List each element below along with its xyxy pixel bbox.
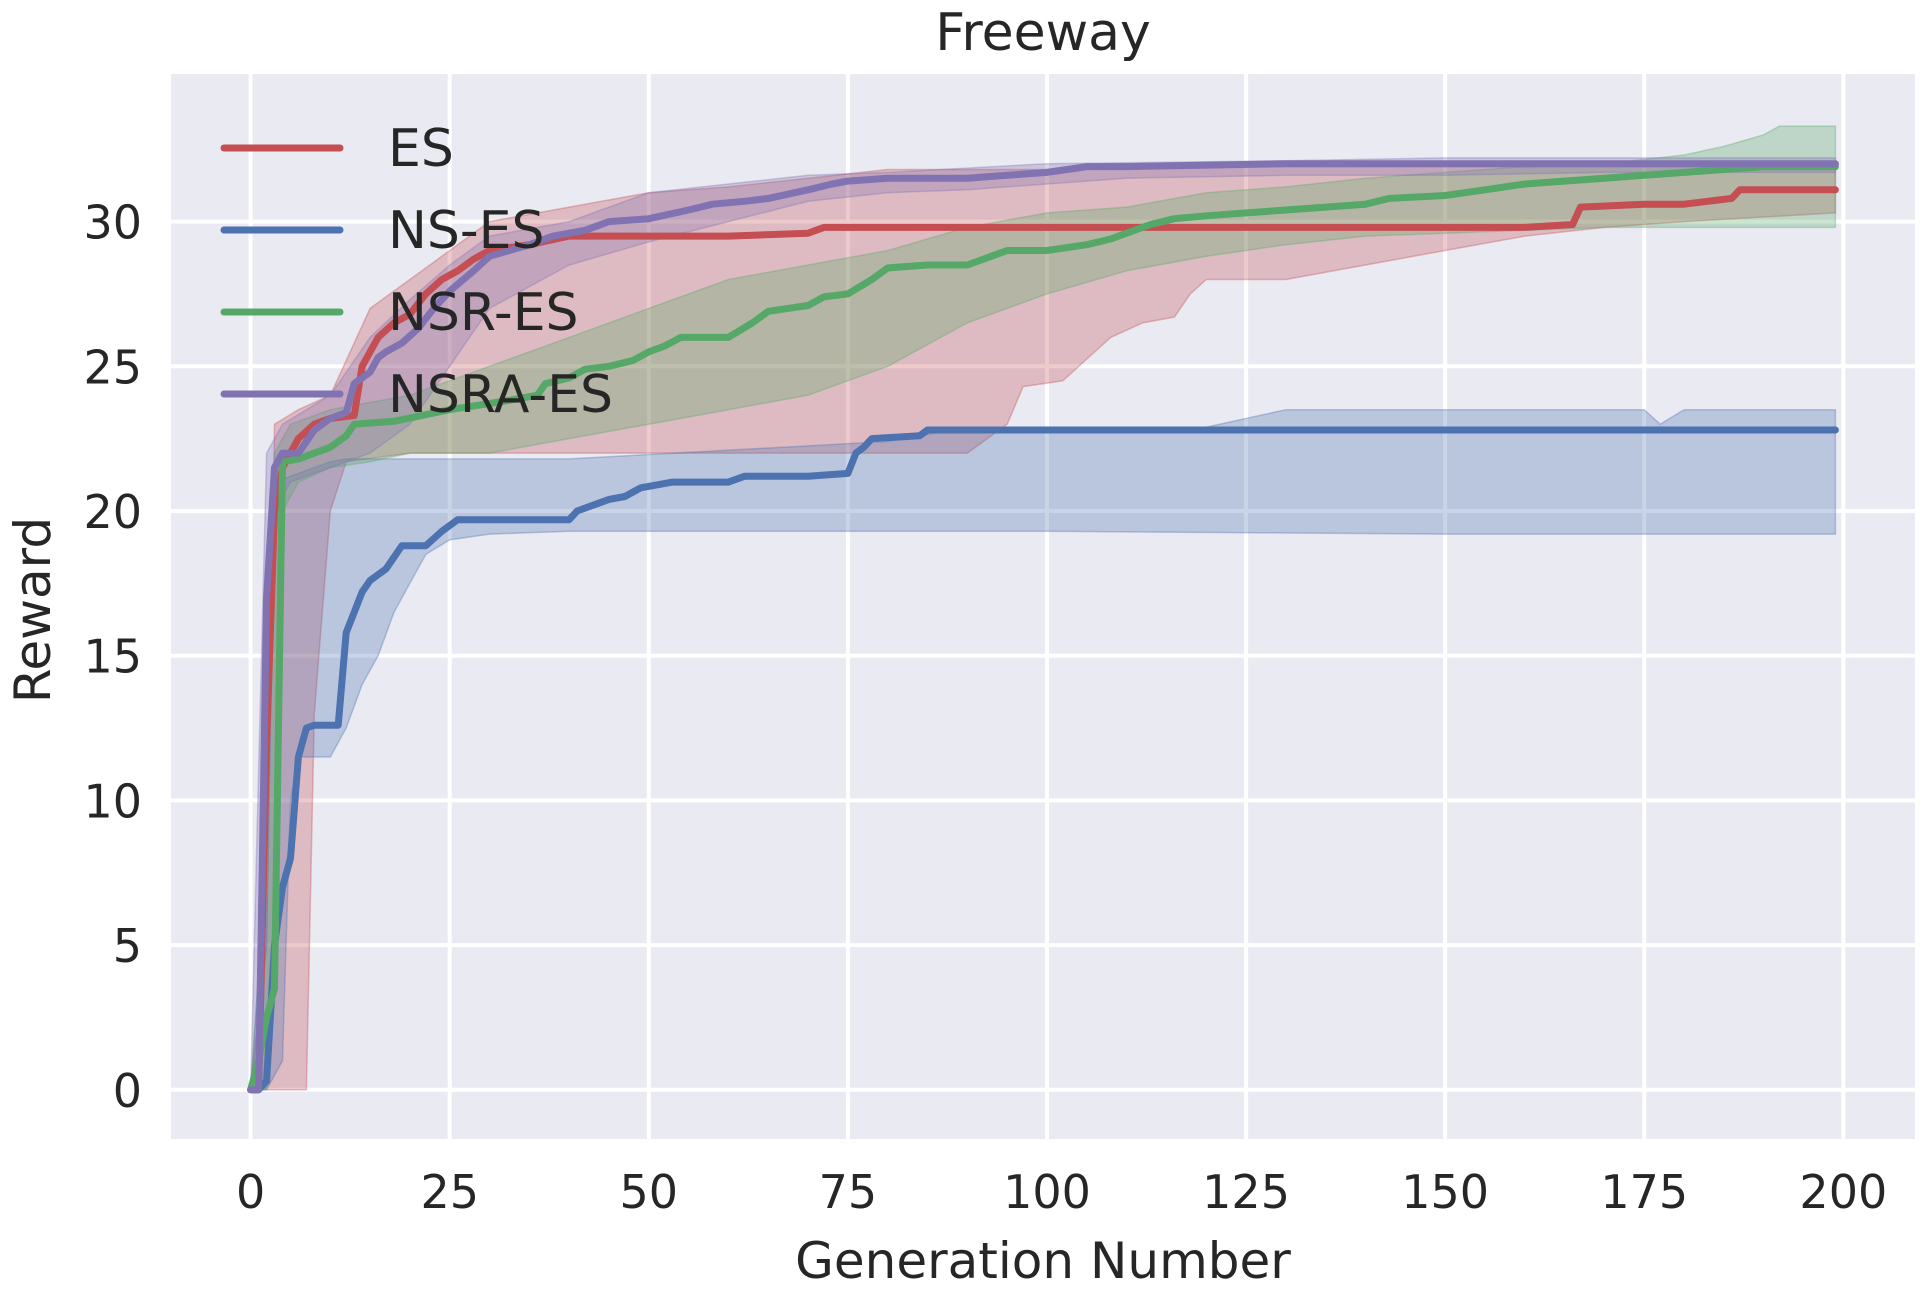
tick-labels: 0 25 50 75 100 125 150 175 200 0 5 10 15 20 25 30	[83, 196, 1887, 1219]
y-tick-label: 30	[83, 196, 142, 250]
legend-label: ES	[388, 119, 454, 179]
band-es	[249, 165, 1837, 1091]
x-tick-label: 175	[1600, 1165, 1688, 1219]
x-tick-label: 50	[620, 1165, 679, 1219]
series-lines	[247, 160, 1839, 1094]
band-nsr-es	[249, 125, 1837, 1091]
chart-title: Freeway	[935, 3, 1151, 63]
x-tick-label: 25	[420, 1165, 479, 1219]
y-axis-label: Reward	[4, 517, 62, 703]
x-axis-label: Generation Number	[795, 1232, 1291, 1289]
legend-label: NSR-ES	[388, 283, 579, 343]
y-tick-label: 20	[83, 485, 142, 539]
band-ns-es	[249, 408, 1837, 1091]
line-nsra-es	[247, 160, 1839, 1094]
legend-label: NSRA-ES	[388, 365, 613, 425]
x-tick-label: 150	[1401, 1165, 1489, 1219]
line-nsr-es	[247, 163, 1839, 1094]
line-es	[247, 186, 1839, 1094]
x-tick-label: 100	[1003, 1165, 1091, 1219]
legend: ES NS-ES NSR-ES NSRA-ES	[220, 119, 613, 425]
x-tick-label: 0	[236, 1165, 265, 1219]
x-tick-label: 125	[1202, 1165, 1290, 1219]
x-tick-label: 200	[1799, 1165, 1887, 1219]
legend-label: NS-ES	[388, 201, 545, 261]
y-tick-label: 0	[113, 1064, 142, 1118]
y-tick-label: 25	[83, 340, 142, 394]
y-tick-label: 10	[83, 774, 142, 828]
line-ns-es	[247, 426, 1839, 1094]
grid	[171, 74, 1915, 1139]
x-tick-label: 75	[819, 1165, 878, 1219]
confidence-bands	[249, 125, 1837, 1091]
y-tick-label: 15	[83, 630, 142, 684]
y-tick-label: 5	[113, 919, 142, 973]
